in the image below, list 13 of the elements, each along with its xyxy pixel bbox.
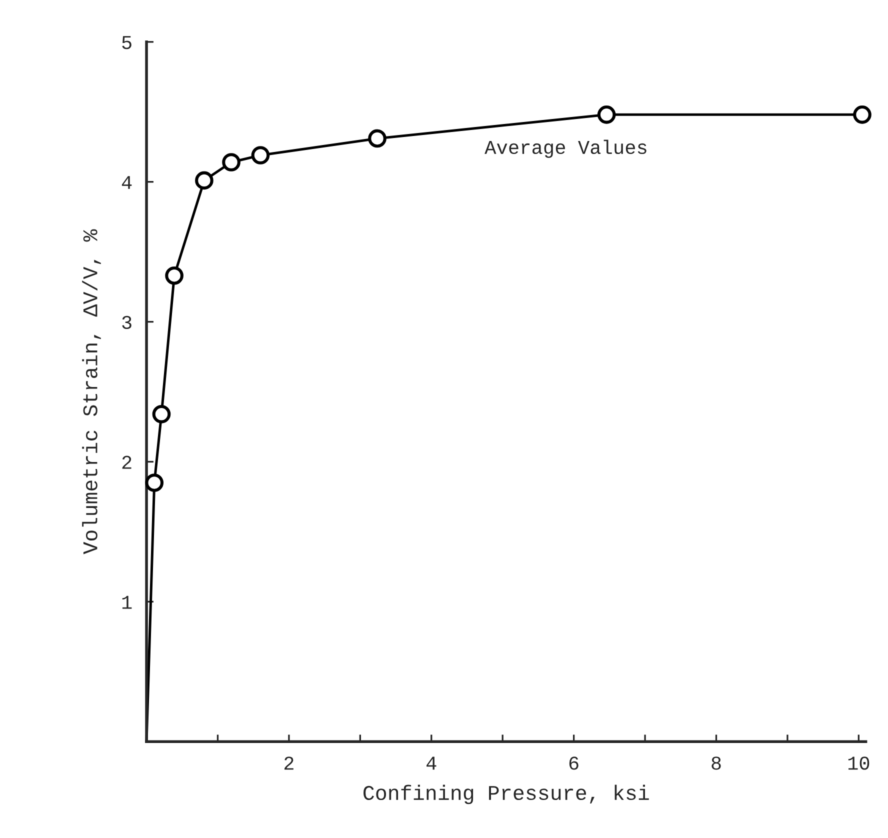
x-tick-label: 10 bbox=[848, 756, 870, 770]
x-axis-title: Confining Pressure, ksi bbox=[364, 784, 649, 804]
y-axis-title: Volumetric Strain, ΔV/V, % bbox=[82, 229, 101, 554]
annotation: Average Values bbox=[484, 140, 646, 158]
x-tick-label: 8 bbox=[712, 756, 721, 770]
y-tick-label: 5 bbox=[122, 36, 132, 50]
y-tick-label: 1 bbox=[122, 596, 132, 609]
y-tick-label: 2 bbox=[122, 456, 132, 469]
x-tick-label: 2 bbox=[284, 756, 294, 770]
x-tick-label: 4 bbox=[426, 756, 436, 770]
y-tick-label: 3 bbox=[122, 316, 132, 330]
y-tick-label: 4 bbox=[122, 176, 132, 189]
x-tick-label: 6 bbox=[569, 756, 578, 770]
